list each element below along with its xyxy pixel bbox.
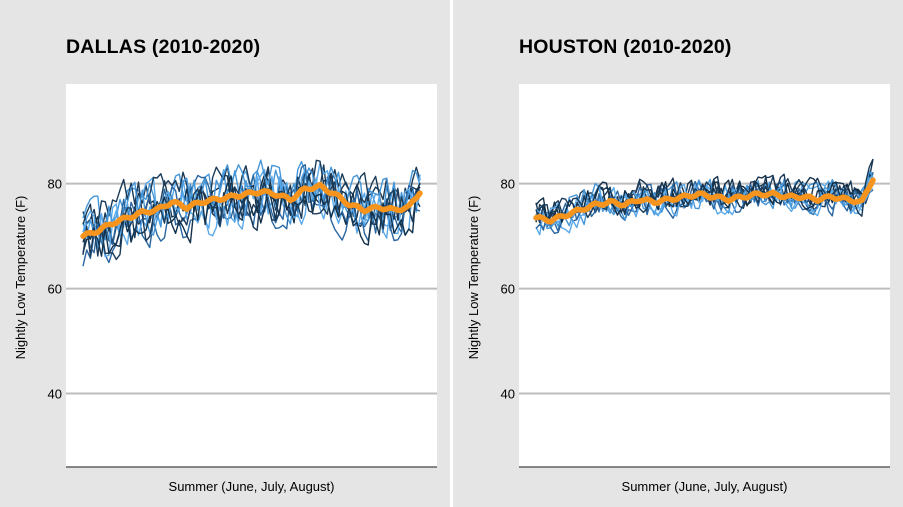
x-axis-label: Summer (June, July, August) (622, 479, 788, 494)
dallas-chart-title: DALLAS (2010-2020) (66, 36, 261, 58)
annual-series-line (82, 159, 421, 235)
average-series-line (80, 181, 423, 239)
plot-background (66, 84, 437, 467)
houston-chart-title: HOUSTON (2010-2020) (519, 36, 732, 58)
y-tick-label: 60 (48, 282, 62, 297)
y-tick-label: 60 (501, 282, 515, 297)
plot-background (519, 84, 890, 467)
average-series-line (533, 177, 876, 225)
dallas-plot: 40 60 80 Summer (June, July, August) Nightly… (13, 84, 437, 494)
annual-series-line (83, 163, 421, 254)
dallas-panel: DALLAS (2010-2020) 40 60 80 Summer (June, J… (0, 0, 450, 507)
y-tick-label: 40 (48, 387, 62, 402)
y-axis-label: Nightly Low Temperature (F) (466, 196, 481, 360)
y-axis-label: Nightly Low Temperature (F) (13, 196, 28, 360)
annual-series-line (535, 158, 874, 226)
y-tick-label: 80 (48, 177, 62, 192)
houston-plot: 40 60 80 Summer (June, July, August) Nightly… (466, 84, 890, 494)
x-axis-label: Summer (June, July, August) (169, 479, 335, 494)
annual-series-line (82, 175, 421, 257)
y-tick-label: 40 (501, 387, 515, 402)
houston-panel: HOUSTON (2010-2020) 40 60 80 Summer (June, … (453, 0, 903, 507)
panel-divider (450, 0, 453, 507)
y-tick-label: 80 (501, 177, 515, 192)
